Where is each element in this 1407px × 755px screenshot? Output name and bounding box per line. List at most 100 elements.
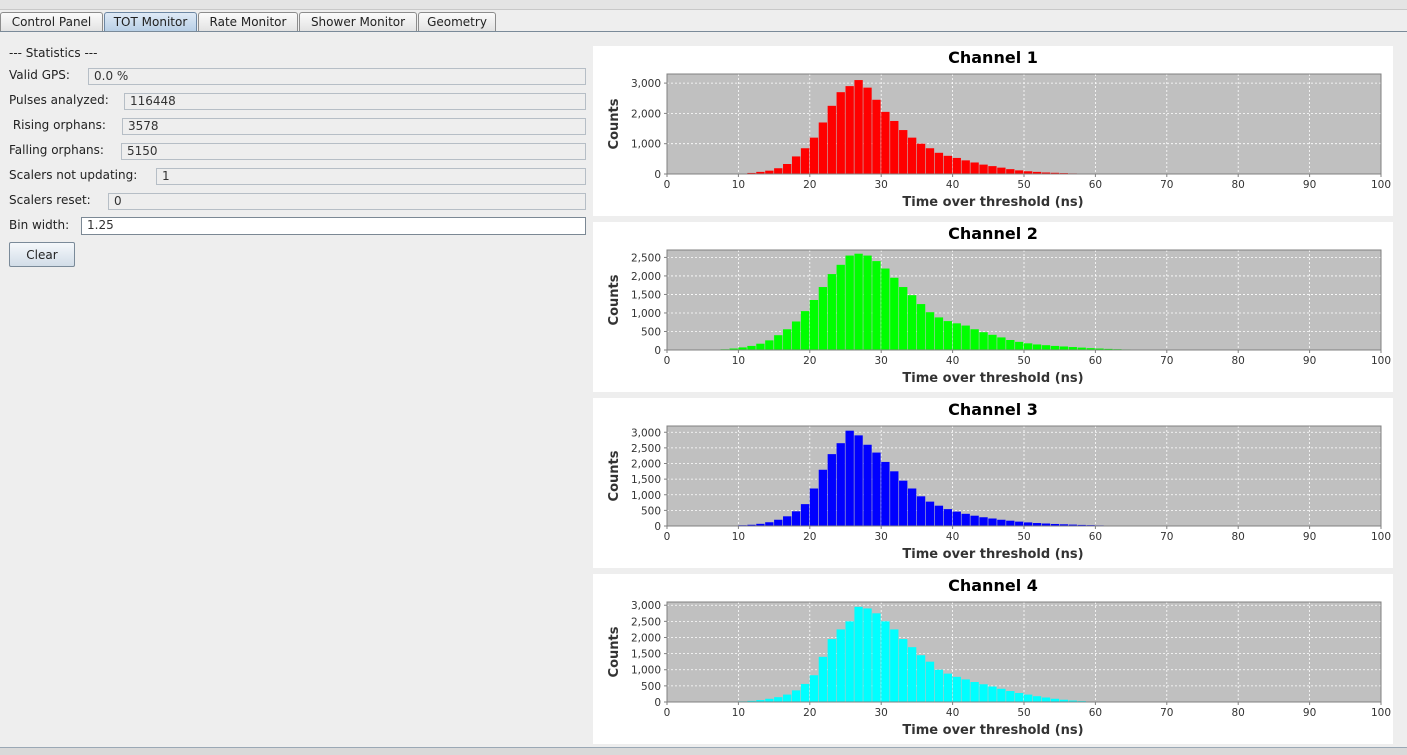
histogram-bar: [765, 522, 773, 526]
histogram-bar: [837, 265, 845, 350]
histogram-bar: [837, 92, 845, 174]
x-tick-label: 40: [946, 707, 959, 719]
histogram-bar: [890, 278, 898, 350]
histogram-bar: [1024, 343, 1032, 350]
x-tick-label: 90: [1303, 179, 1316, 191]
histogram-bar: [792, 321, 800, 350]
x-tick-label: 0: [664, 355, 671, 367]
x-tick-label: 30: [875, 707, 888, 719]
histogram-bar: [854, 80, 862, 174]
x-tick-label: 60: [1089, 531, 1102, 543]
y-axis-label: Counts: [607, 626, 622, 677]
histogram-bar: [899, 287, 907, 350]
x-tick-label: 80: [1232, 355, 1245, 367]
rising-orphans-label: Rising orphans:: [9, 118, 106, 132]
histogram-bar: [863, 256, 871, 350]
histogram-bar: [1051, 346, 1059, 350]
x-tick-label: 100: [1371, 531, 1391, 543]
y-tick-label: 500: [641, 681, 661, 693]
y-tick-label: 2,000: [631, 271, 661, 283]
y-tick-label: 1,000: [631, 490, 661, 502]
x-tick-label: 30: [875, 355, 888, 367]
histogram-bar: [917, 144, 925, 174]
histogram-bar: [1015, 342, 1023, 350]
histogram-bar: [810, 138, 818, 174]
y-tick-label: 0: [654, 169, 661, 181]
tab-bar: Control Panel TOT Monitor Rate Monitor S…: [0, 10, 1407, 32]
y-axis-label: Counts: [607, 450, 622, 501]
tab-shower-monitor[interactable]: Shower Monitor: [299, 12, 417, 31]
tab-tot-monitor[interactable]: TOT Monitor: [104, 12, 197, 31]
histogram-bar: [872, 613, 880, 702]
chart-title: Channel 3: [948, 400, 1038, 419]
x-tick-label: 0: [664, 179, 671, 191]
histogram-bar: [792, 690, 800, 702]
histogram-bar: [783, 695, 791, 702]
histogram-bar: [908, 295, 916, 350]
scalers-reset-label: Scalers reset:: [9, 193, 91, 207]
histogram-bar: [828, 106, 836, 174]
y-tick-label: 0: [654, 697, 661, 709]
valid-gps-label: Valid GPS:: [9, 68, 70, 82]
histogram-bar: [997, 520, 1005, 526]
chart-title: Channel 4: [948, 576, 1038, 595]
histogram-bar: [854, 607, 862, 702]
histogram-bar: [1015, 693, 1023, 702]
y-tick-label: 3,000: [631, 78, 661, 90]
x-tick-label: 100: [1371, 355, 1391, 367]
rising-orphans-field: 3578: [122, 118, 586, 135]
bin-width-label: Bin width:: [9, 218, 69, 232]
x-axis-label: Time over threshold (ns): [902, 195, 1083, 210]
histogram-bar: [935, 317, 943, 350]
scalers-reset-field: 0: [108, 193, 586, 210]
histogram-bar: [872, 261, 880, 350]
histogram-bar: [899, 130, 907, 174]
histogram-bar: [890, 471, 898, 526]
tab-rate-monitor[interactable]: Rate Monitor: [198, 12, 298, 31]
histogram-bar: [1042, 697, 1050, 702]
histogram-bar: [872, 100, 880, 174]
histogram-bar: [962, 160, 970, 174]
histogram-bar: [819, 657, 827, 702]
bin-width-input[interactable]: 1.25: [81, 217, 586, 235]
histogram-bar: [881, 462, 889, 526]
x-tick-label: 0: [664, 531, 671, 543]
histogram-bar: [890, 629, 898, 702]
histogram-bar: [908, 489, 916, 527]
histogram-bar: [926, 312, 934, 350]
histogram-bar: [846, 431, 854, 526]
scalers-not-updating-label: Scalers not updating:: [9, 168, 137, 182]
y-tick-label: 2,500: [631, 252, 661, 264]
histogram-bar: [944, 674, 952, 702]
pulses-analyzed-field: 116448: [124, 93, 586, 110]
x-tick-label: 30: [875, 531, 888, 543]
x-tick-label: 100: [1371, 707, 1391, 719]
histogram-bar: [1006, 169, 1014, 174]
histogram-bar: [1006, 691, 1014, 702]
histogram-bar: [810, 489, 818, 527]
x-tick-label: 50: [1017, 179, 1030, 191]
histogram-bar: [1042, 345, 1050, 350]
y-tick-label: 0: [654, 521, 661, 533]
statistics-heading: --- Statistics ---: [9, 46, 97, 60]
x-tick-label: 10: [732, 531, 745, 543]
histogram-bar: [979, 684, 987, 702]
tab-control-panel[interactable]: Control Panel: [0, 12, 103, 31]
histogram-bar: [854, 254, 862, 350]
histogram-bar: [774, 168, 782, 174]
histogram-bar: [819, 287, 827, 350]
clear-button[interactable]: Clear: [9, 242, 75, 267]
y-axis-label: Counts: [607, 98, 622, 149]
histogram-bar: [863, 445, 871, 526]
tab-geometry[interactable]: Geometry: [418, 12, 496, 31]
histogram-bar: [792, 511, 800, 526]
y-tick-label: 1,500: [631, 474, 661, 486]
histogram-bar: [890, 121, 898, 174]
x-tick-label: 40: [946, 355, 959, 367]
histogram-bar: [1060, 346, 1068, 350]
y-tick-label: 1,000: [631, 139, 661, 151]
